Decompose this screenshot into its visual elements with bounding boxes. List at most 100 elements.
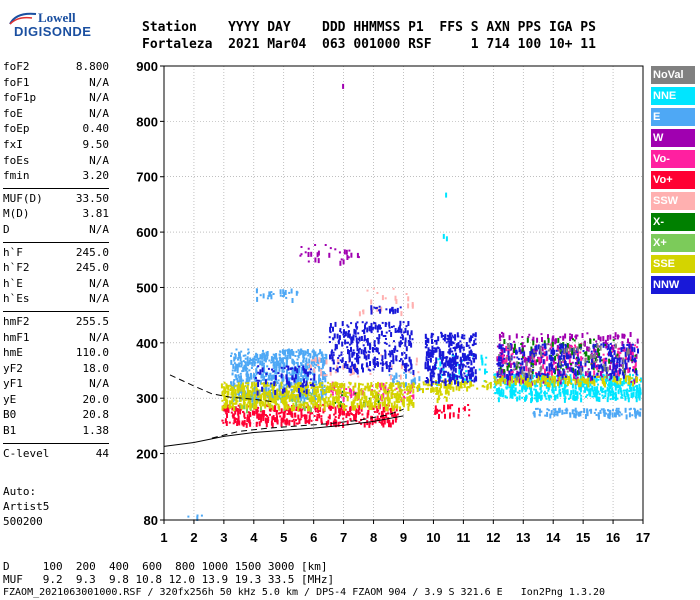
- echo-point: [399, 330, 402, 333]
- echo-point: [311, 398, 314, 401]
- echo-point: [316, 416, 319, 422]
- echo-point: [455, 379, 458, 385]
- echo-point: [353, 328, 356, 334]
- echo-point: [612, 339, 615, 342]
- echo-point: [615, 367, 618, 373]
- echo-point: [312, 364, 315, 367]
- echo-point: [616, 379, 619, 385]
- echo-point: [524, 380, 527, 386]
- echo-point: [539, 382, 542, 388]
- echo-point: [331, 406, 334, 409]
- echo-point: [364, 385, 367, 391]
- echo-point: [503, 369, 506, 375]
- echo-point: [562, 370, 565, 373]
- echo-point: [454, 335, 457, 341]
- echo-point: [498, 367, 501, 370]
- echo-point: [536, 384, 539, 387]
- param-value: 1.38: [82, 424, 110, 438]
- echo-point: [437, 336, 440, 342]
- echo-point: [523, 357, 526, 363]
- echo-point: [395, 355, 398, 358]
- echo-point: [287, 409, 290, 412]
- echo-point: [399, 393, 401, 399]
- echo-point: [505, 345, 508, 351]
- echo-point: [584, 378, 587, 384]
- echo-point: [318, 383, 321, 388]
- echo-point: [388, 365, 391, 368]
- echo-point: [398, 388, 401, 391]
- echo-point: [589, 354, 592, 359]
- echo-point: [227, 385, 230, 390]
- echo-point: [295, 401, 298, 407]
- echo-point: [389, 362, 392, 367]
- echo-point: [248, 389, 251, 392]
- echo-point: [293, 387, 296, 393]
- echo-point: [359, 399, 362, 405]
- echo-point: [376, 330, 379, 333]
- echo-point: [471, 379, 474, 382]
- echo-point: [342, 409, 345, 412]
- echo-point: [346, 324, 349, 327]
- echo-point: [445, 192, 448, 198]
- echo-point: [314, 244, 317, 246]
- echo-point: [467, 365, 470, 368]
- echo-point: [392, 287, 395, 290]
- echo-point: [626, 348, 629, 353]
- echo-point: [581, 376, 584, 382]
- echo-point: [348, 249, 351, 252]
- echo-point: [568, 350, 570, 353]
- echo-point: [470, 360, 473, 366]
- echo-point: [503, 347, 506, 353]
- echo-point: [582, 385, 585, 387]
- echo-point: [325, 358, 328, 361]
- echo-point: [536, 407, 539, 410]
- echo-point: [619, 364, 622, 367]
- echo-point: [408, 401, 411, 407]
- echo-point: [248, 421, 251, 423]
- echo-point: [338, 335, 341, 341]
- echo-point: [457, 342, 460, 347]
- echo-point: [567, 352, 570, 355]
- echo-point: [271, 405, 274, 411]
- echo-point: [354, 396, 357, 402]
- echo-point: [242, 354, 245, 357]
- echo-point: [616, 358, 619, 363]
- echo-point: [293, 372, 296, 375]
- echo-point: [596, 376, 599, 378]
- echo-point: [357, 354, 360, 357]
- echo-point: [511, 371, 514, 373]
- echo-point: [501, 331, 503, 334]
- echo-point: [584, 371, 587, 377]
- echo-point: [482, 384, 485, 387]
- echo-point: [261, 363, 264, 366]
- echo-point: [552, 408, 555, 411]
- echo-point: [235, 417, 238, 420]
- echo-point: [574, 344, 576, 347]
- echo-point: [444, 370, 447, 373]
- echo-point: [297, 414, 300, 420]
- echo-point: [443, 381, 446, 384]
- echo-point: [333, 389, 336, 392]
- echo-point: [305, 380, 308, 386]
- echo-point: [263, 410, 266, 416]
- echo-point: [254, 385, 257, 391]
- echo-point: [572, 395, 575, 401]
- echo-point: [370, 416, 373, 422]
- echo-point: [373, 402, 376, 408]
- echo-point: [586, 394, 589, 397]
- param-row: yF1 N/A: [3, 377, 109, 393]
- echo-point: [237, 415, 240, 421]
- echo-point: [595, 360, 598, 363]
- echo-point: [369, 369, 372, 372]
- echo-point: [498, 378, 501, 381]
- echo-point: [507, 343, 510, 348]
- echo-point: [322, 374, 325, 380]
- echo-point: [633, 347, 636, 353]
- echo-point: [368, 422, 371, 428]
- echo-point: [523, 384, 526, 390]
- echo-point: [354, 415, 357, 421]
- echo-point: [375, 391, 378, 397]
- echo-point: [332, 326, 334, 332]
- echo-point: [381, 355, 384, 361]
- echo-point: [291, 420, 294, 423]
